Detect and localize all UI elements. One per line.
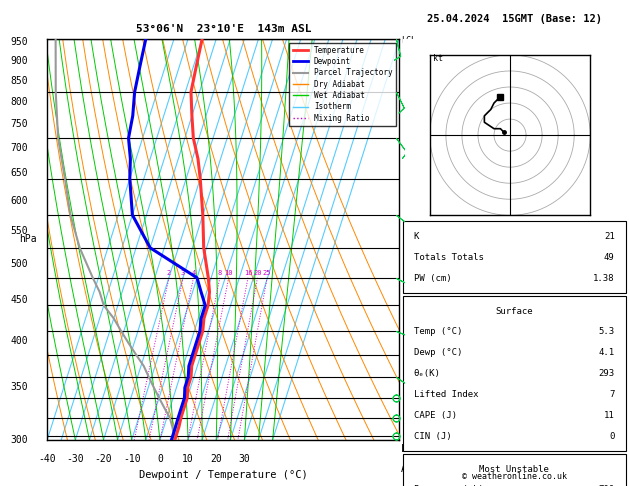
Text: 20: 20 bbox=[210, 454, 222, 464]
Text: -40: -40 bbox=[38, 454, 56, 464]
Text: 600: 600 bbox=[10, 196, 28, 206]
Text: 2: 2 bbox=[167, 270, 171, 276]
Text: -6: -6 bbox=[401, 270, 412, 279]
Bar bbox=[403, 296, 626, 451]
Text: 400: 400 bbox=[10, 336, 28, 346]
Text: Totals Totals: Totals Totals bbox=[414, 253, 484, 262]
Text: hPa: hPa bbox=[19, 234, 36, 244]
Text: LCL: LCL bbox=[401, 36, 416, 45]
Text: Mixing Ratio (g/kg): Mixing Ratio (g/kg) bbox=[420, 240, 428, 335]
Text: 30: 30 bbox=[238, 454, 250, 464]
Text: 500: 500 bbox=[10, 259, 28, 269]
Text: 20: 20 bbox=[253, 270, 262, 276]
Text: © weatheronline.co.uk: © weatheronline.co.uk bbox=[462, 472, 567, 481]
Bar bbox=[403, 454, 626, 486]
Text: 450: 450 bbox=[10, 295, 28, 305]
Text: -10: -10 bbox=[123, 454, 140, 464]
Text: Dewpoint / Temperature (°C): Dewpoint / Temperature (°C) bbox=[139, 470, 308, 480]
Text: 900: 900 bbox=[10, 56, 28, 66]
Text: -5: -5 bbox=[401, 228, 412, 237]
Text: 650: 650 bbox=[10, 168, 28, 178]
Text: Dewp (°C): Dewp (°C) bbox=[414, 348, 462, 357]
Text: CAPE (J): CAPE (J) bbox=[414, 411, 457, 420]
Text: 21: 21 bbox=[604, 232, 615, 241]
Text: 300: 300 bbox=[10, 435, 28, 445]
Text: Surface: Surface bbox=[496, 307, 533, 315]
Text: 16: 16 bbox=[244, 270, 252, 276]
Text: 0: 0 bbox=[610, 432, 615, 441]
Text: 25.04.2024  15GMT (Base: 12): 25.04.2024 15GMT (Base: 12) bbox=[426, 14, 602, 24]
Text: 700: 700 bbox=[10, 143, 28, 153]
Text: 3: 3 bbox=[181, 270, 185, 276]
Text: 11: 11 bbox=[604, 411, 615, 420]
Text: -20: -20 bbox=[95, 454, 113, 464]
Text: km: km bbox=[401, 444, 413, 454]
Text: 25: 25 bbox=[263, 270, 271, 276]
Text: CIN (J): CIN (J) bbox=[414, 432, 452, 441]
Text: 7: 7 bbox=[610, 390, 615, 399]
Text: 10: 10 bbox=[225, 270, 233, 276]
Text: 10: 10 bbox=[182, 454, 194, 464]
Text: 0: 0 bbox=[157, 454, 163, 464]
Text: Lifted Index: Lifted Index bbox=[414, 390, 478, 399]
Text: 4.1: 4.1 bbox=[599, 348, 615, 357]
Bar bbox=[403, 221, 626, 294]
Text: θₑ(K): θₑ(K) bbox=[414, 369, 440, 378]
Text: 1.38: 1.38 bbox=[593, 274, 615, 283]
Text: 49: 49 bbox=[604, 253, 615, 262]
Text: -4: -4 bbox=[401, 187, 412, 196]
Text: 8: 8 bbox=[218, 270, 222, 276]
Text: K: K bbox=[414, 232, 419, 241]
Text: 950: 950 bbox=[10, 37, 28, 48]
Text: 4: 4 bbox=[191, 270, 196, 276]
Text: 550: 550 bbox=[10, 226, 28, 236]
Text: -7: -7 bbox=[401, 315, 412, 324]
Text: -30: -30 bbox=[67, 454, 84, 464]
Text: -3: -3 bbox=[401, 148, 412, 157]
Text: 293: 293 bbox=[599, 369, 615, 378]
Text: 5.3: 5.3 bbox=[599, 328, 615, 336]
Text: 53°06'N  23°10'E  143m ASL: 53°06'N 23°10'E 143m ASL bbox=[135, 24, 311, 34]
Text: Temp (°C): Temp (°C) bbox=[414, 328, 462, 336]
Text: -2: -2 bbox=[401, 108, 412, 117]
Text: -1: -1 bbox=[401, 70, 412, 79]
Text: kt: kt bbox=[433, 54, 443, 63]
Text: 750: 750 bbox=[10, 119, 28, 129]
Text: 350: 350 bbox=[10, 382, 28, 392]
Text: PW (cm): PW (cm) bbox=[414, 274, 452, 283]
Text: 850: 850 bbox=[10, 76, 28, 86]
Text: 800: 800 bbox=[10, 97, 28, 107]
Text: Most Unstable: Most Unstable bbox=[479, 465, 549, 473]
Text: ASL: ASL bbox=[401, 464, 419, 474]
Legend: Temperature, Dewpoint, Parcel Trajectory, Dry Adiabat, Wet Adiabat, Isotherm, Mi: Temperature, Dewpoint, Parcel Trajectory… bbox=[289, 43, 396, 125]
